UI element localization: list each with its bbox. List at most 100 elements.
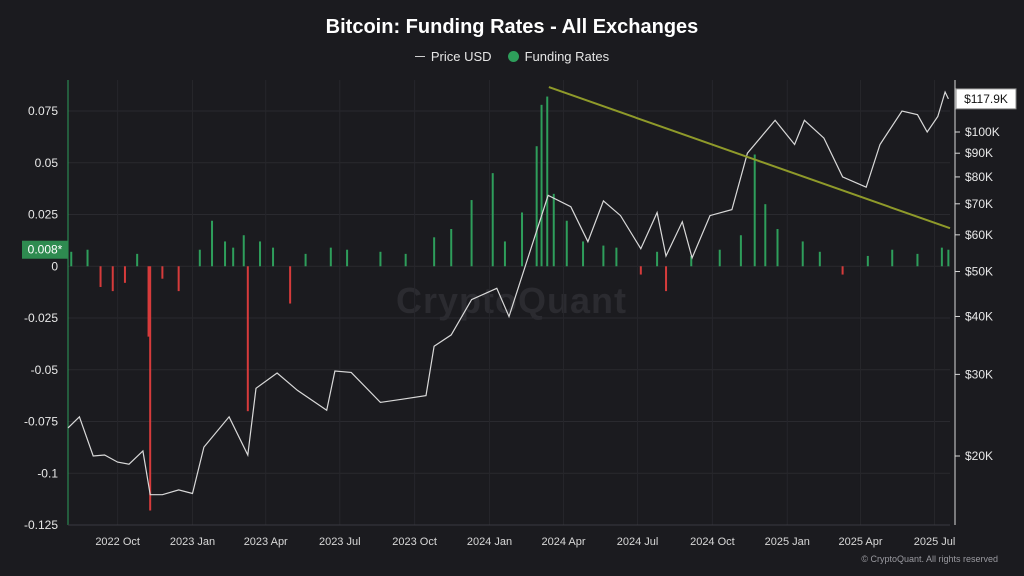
right-tick-label: $100K xyxy=(965,125,1000,139)
funding-bar xyxy=(86,249,89,267)
right-tick-label: $30K xyxy=(965,367,993,381)
funding-bar xyxy=(99,266,102,287)
funding-bar xyxy=(535,146,538,267)
funding-bar xyxy=(289,266,292,304)
funding-bar xyxy=(70,251,73,267)
right-tick-label: $80K xyxy=(965,170,993,184)
funding-bar xyxy=(582,241,585,267)
right-tick-label: $40K xyxy=(965,309,993,323)
right-tick-label: $20K xyxy=(965,449,993,463)
funding-bar xyxy=(718,249,721,267)
funding-bar xyxy=(304,253,307,267)
x-tick-label: 2025 Apr xyxy=(838,536,882,548)
x-tick-label: 2022 Oct xyxy=(95,536,140,548)
left-tick-label: 0.05 xyxy=(35,156,59,170)
legend-label-price: Price USD xyxy=(430,49,492,64)
funding-current-badge xyxy=(22,240,68,259)
funding-bar xyxy=(232,247,235,267)
trendline xyxy=(548,86,951,230)
funding-bar xyxy=(615,247,618,267)
funding-bar xyxy=(940,247,943,267)
funding-bar xyxy=(776,229,779,267)
funding-bar xyxy=(739,235,742,267)
x-tick-label: 2024 Apr xyxy=(541,536,585,548)
funding-bar xyxy=(123,266,126,283)
funding-bar xyxy=(272,247,275,267)
funding-bar xyxy=(242,235,245,267)
funding-bar xyxy=(690,255,693,267)
x-tick-label: 2023 Jan xyxy=(170,536,215,548)
funding-bar xyxy=(259,241,262,267)
funding-dot-swatch xyxy=(507,51,519,62)
chart-title: Bitcoin: Funding Rates - All Exchanges xyxy=(325,16,699,38)
x-tick-label: 2025 Jul xyxy=(914,536,956,548)
funding-bar xyxy=(198,249,201,267)
left-tick-label: 0.025 xyxy=(28,208,58,222)
funding-bar xyxy=(891,249,894,267)
legend-label-funding: Funding Rates xyxy=(524,49,610,64)
funding-bar xyxy=(147,266,150,337)
x-tick-label: 2023 Oct xyxy=(392,536,437,548)
right-tick-label: $60K xyxy=(965,228,993,242)
funding-bar xyxy=(450,229,453,267)
funding-bar xyxy=(246,266,249,412)
funding-bar xyxy=(433,237,436,267)
funding-bar xyxy=(149,266,152,511)
funding-bar xyxy=(841,266,844,275)
funding-bar xyxy=(521,212,524,267)
right-tick-label: $90K xyxy=(965,146,993,160)
funding-bar xyxy=(639,266,642,275)
funding-current-label: 0.008* xyxy=(28,243,63,257)
funding-bar xyxy=(540,104,543,267)
funding-bar xyxy=(379,251,382,267)
x-tick-label: 2024 Oct xyxy=(690,536,735,548)
funding-bar xyxy=(546,96,549,267)
funding-bar xyxy=(602,245,605,267)
funding-bar xyxy=(470,200,473,267)
right-tick-label: $50K xyxy=(965,265,993,279)
price-current-badge xyxy=(955,88,1017,110)
funding-bar xyxy=(947,249,950,267)
left-tick-label: 0 xyxy=(51,259,58,273)
funding-bar xyxy=(224,241,227,267)
funding-bar xyxy=(753,154,756,267)
funding-bar xyxy=(866,255,869,267)
x-tick-label: 2023 Jul xyxy=(319,536,361,548)
left-tick-label: -0.075 xyxy=(24,415,58,429)
funding-bar xyxy=(818,251,821,267)
left-tick-label: -0.05 xyxy=(31,363,59,377)
funding-bar xyxy=(565,220,568,267)
funding-bar xyxy=(111,266,114,292)
funding-bar xyxy=(764,204,767,267)
funding-bar xyxy=(656,251,659,267)
chart-legend: Price USD Funding Rates xyxy=(0,49,1024,64)
funding-bar xyxy=(552,193,555,267)
left-tick-label: -0.025 xyxy=(24,311,58,325)
x-tick-label: 2023 Apr xyxy=(244,536,288,548)
funding-bar xyxy=(665,266,668,292)
funding-bar xyxy=(801,241,804,267)
funding-bar xyxy=(211,220,214,267)
funding-bar xyxy=(161,266,164,279)
x-tick-label: 2024 Jul xyxy=(617,536,659,548)
funding-bar xyxy=(346,249,349,267)
funding-bar xyxy=(177,266,180,292)
legend-item-funding[interactable]: Funding Rates xyxy=(507,49,610,64)
copyright-text: © CryptoQuant. All rights reserved xyxy=(861,554,998,564)
watermark: CryptoQuant xyxy=(396,280,627,321)
price-line-swatch xyxy=(414,56,425,57)
right-tick-label: $70K xyxy=(965,197,993,211)
left-tick-label: 0.075 xyxy=(28,104,58,118)
funding-bar xyxy=(491,173,494,267)
legend-item-price[interactable]: Price USD xyxy=(414,49,492,64)
funding-bar xyxy=(916,253,919,267)
funding-bar xyxy=(404,253,407,267)
x-tick-label: 2024 Jan xyxy=(467,536,512,548)
funding-bar xyxy=(503,241,506,267)
price-line xyxy=(67,90,949,496)
funding-bar xyxy=(329,247,332,267)
left-tick-label: -0.1 xyxy=(37,466,58,480)
left-tick-label: -0.125 xyxy=(24,518,58,532)
funding-bar xyxy=(136,253,139,267)
